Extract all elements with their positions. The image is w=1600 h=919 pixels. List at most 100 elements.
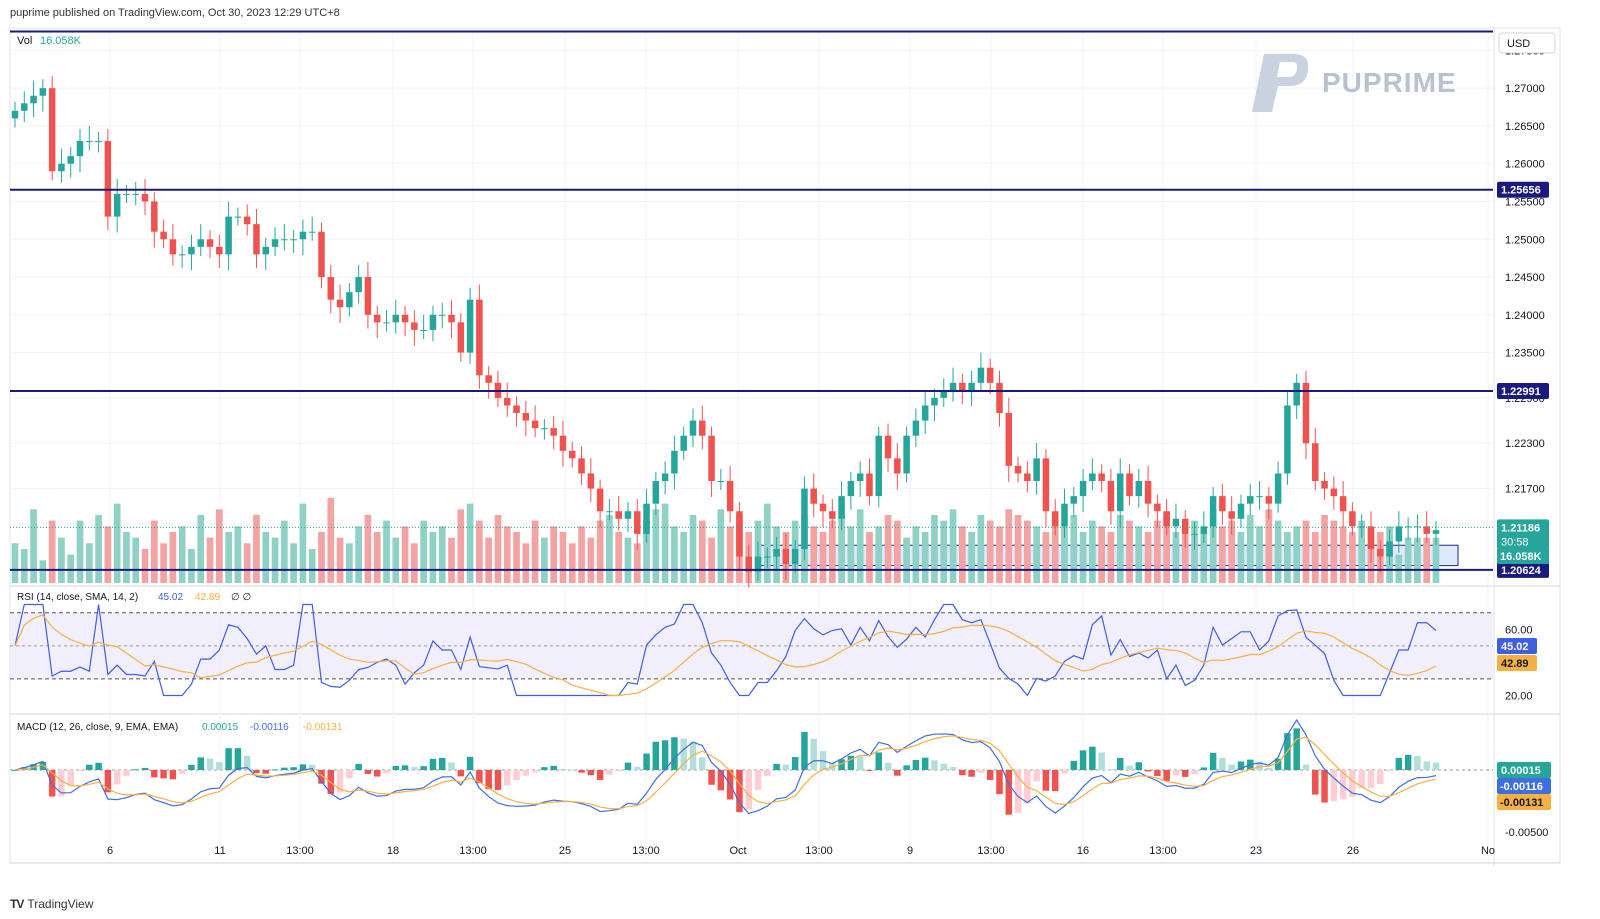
candle-body <box>726 481 734 512</box>
candle-body <box>503 397 511 406</box>
macd-histogram-bar <box>522 770 530 776</box>
price-tick-label: 1.25000 <box>1505 234 1545 246</box>
tradingview-logo-icon: TV <box>10 897 24 911</box>
candle-body <box>875 435 882 497</box>
candle-body <box>48 88 56 172</box>
candle-body <box>1219 496 1226 512</box>
chart-canvas[interactable]: 1.275001.270001.265001.260001.255001.250… <box>0 0 1600 890</box>
volume-bar <box>225 531 232 583</box>
volume-bar <box>615 531 623 583</box>
volume-bar <box>606 514 613 583</box>
macd-histogram-bar <box>281 767 288 770</box>
macd-hist-value-label: 0.00015 <box>1501 765 1541 777</box>
candle-body <box>1414 526 1421 528</box>
candle-body <box>1042 458 1050 512</box>
macd-histogram-bar <box>1033 770 1040 782</box>
candle-body <box>550 428 557 436</box>
bar-countdown-label: 30:58 <box>1501 536 1529 548</box>
macd-histogram-bar <box>764 770 771 776</box>
volume-bar <box>559 531 567 583</box>
candle-body <box>11 110 19 119</box>
candle-body <box>1163 511 1170 527</box>
macd-histogram-bar <box>39 762 47 770</box>
macd-histogram-bar <box>1163 770 1170 781</box>
volume-bar <box>1200 531 1208 583</box>
volume-bar <box>578 526 585 583</box>
macd-histogram-bar <box>308 764 316 770</box>
volume-bar <box>141 548 149 583</box>
macd-histogram-bar <box>1358 770 1365 789</box>
candle-body <box>86 141 93 143</box>
macd-value-label: -0.00116 <box>1500 781 1543 793</box>
macd-histogram-bar <box>531 770 539 773</box>
volume-bar <box>485 537 493 583</box>
macd-histogram-bar <box>1014 770 1022 813</box>
candle-body <box>1321 481 1328 489</box>
macd-histogram-bar <box>884 762 892 770</box>
volume-bar <box>1107 531 1115 583</box>
volume-bar <box>968 531 975 583</box>
candle-body <box>615 511 622 519</box>
volume-bar <box>503 526 511 583</box>
candle-body <box>1089 473 1096 482</box>
volume-bar <box>958 526 966 583</box>
candle-body <box>856 473 864 482</box>
level-price-label: 1.22991 <box>1501 386 1541 398</box>
price-tick-label: 1.24000 <box>1505 310 1545 322</box>
candle-body <box>438 314 446 316</box>
level-price-label: 1.25656 <box>1501 185 1541 197</box>
candle-body <box>392 314 400 323</box>
candle-body <box>959 382 966 391</box>
volume-bar <box>912 526 920 583</box>
macd-histogram-bar <box>736 770 743 813</box>
macd-histogram-bar <box>290 767 297 770</box>
candle-body <box>1256 496 1263 498</box>
macd-histogram-bar <box>1144 770 1152 772</box>
volume-bar <box>197 514 205 583</box>
candle-body <box>884 435 892 459</box>
volume-bar <box>1089 520 1096 583</box>
volume-bar <box>1293 526 1301 583</box>
macd-histogram-bar <box>178 770 186 774</box>
candle-body <box>411 322 418 330</box>
volume-bar <box>1005 509 1013 583</box>
time-tick-label: 13:00 <box>459 845 487 857</box>
macd-histogram-bar <box>373 770 381 777</box>
candle-body <box>1274 473 1282 504</box>
volume-bar <box>169 531 177 583</box>
candle-body <box>1051 511 1059 527</box>
macd-histogram-bar <box>1051 770 1059 792</box>
candle-body <box>383 322 390 324</box>
candle-body <box>1237 503 1245 519</box>
volume-bar <box>1423 537 1431 583</box>
candle-body <box>764 556 771 558</box>
volume-bar <box>1321 514 1328 583</box>
tradingview-footer[interactable]: TV TradingView <box>10 897 93 911</box>
candle-body <box>485 375 492 383</box>
macd-histogram-bar <box>1293 728 1300 770</box>
rsi-value-tag <box>1497 638 1537 654</box>
candle-body <box>596 488 604 512</box>
candle-body <box>1107 481 1115 512</box>
candle-body <box>290 239 297 241</box>
time-tick-label: 11 <box>214 845 225 857</box>
macd-histogram-bar <box>476 770 483 784</box>
candle-body <box>113 193 121 217</box>
candle-body <box>123 193 130 195</box>
macd-histogram-bar <box>550 765 557 770</box>
macd-histogram-bar <box>949 767 957 770</box>
macd-histogram-bar <box>216 762 223 770</box>
currency-button[interactable] <box>1498 32 1556 54</box>
candle-body <box>1209 496 1217 527</box>
candle-body <box>1395 526 1403 542</box>
candle-body <box>1377 549 1384 557</box>
candle-body <box>634 511 641 534</box>
volume-bar <box>541 537 548 583</box>
volume-bar <box>476 520 483 583</box>
macd-histogram-bar <box>48 770 56 797</box>
volume-bar <box>392 537 400 583</box>
candle-body <box>689 420 697 436</box>
macd-histogram-bar <box>1135 762 1143 770</box>
macd-histogram-bar <box>847 755 855 770</box>
candle-body <box>216 246 223 255</box>
